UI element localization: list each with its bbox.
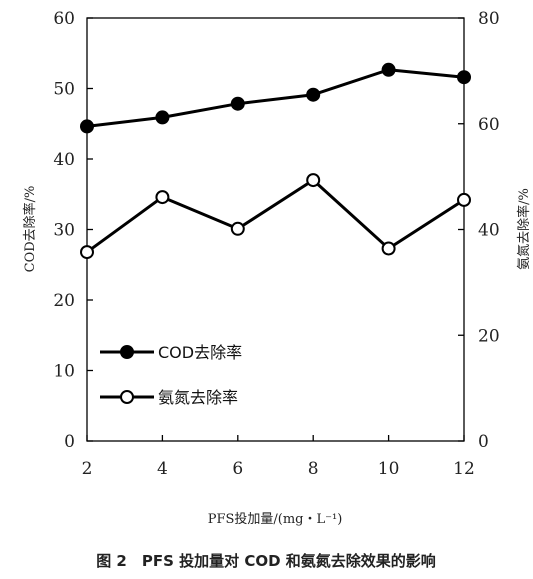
series-point-1	[306, 173, 321, 188]
series-point-0	[457, 70, 471, 85]
x-tick-label: 8	[308, 459, 319, 479]
legend-marker-ammonia	[120, 390, 134, 404]
x-tick-label: 2	[82, 459, 93, 479]
right-axis-ticks: 0 20 40 60 80	[458, 9, 500, 452]
series-point-1	[80, 245, 94, 260]
legend-marker-cod	[120, 345, 134, 359]
left-tick-label: 30	[53, 221, 75, 241]
y-axis-left-title: COD去除率/%	[22, 186, 38, 273]
left-tick-label: 0	[64, 432, 75, 452]
x-axis-title: PFS投加量/(mg・L⁻¹)	[208, 511, 343, 527]
series-point-1	[155, 190, 170, 205]
left-tick-label: 10	[53, 362, 75, 382]
series-layer	[80, 62, 471, 260]
series-point-1	[381, 241, 396, 256]
plot-frame	[86, 17, 465, 442]
y-axis-right-title: 氨氮去除率/%	[516, 188, 532, 270]
series-point-1	[457, 192, 471, 207]
x-tick-label: 12	[453, 459, 475, 479]
left-tick-label: 20	[53, 291, 75, 311]
legend-label-ammonia: 氨氮去除率	[158, 388, 238, 407]
series-point-0	[80, 119, 94, 134]
left-tick-label: 40	[53, 150, 75, 170]
figure-caption: 图 2 PFS 投加量对 COD 和氨氮去除效果的影响	[96, 552, 436, 570]
right-tick-label: 60	[478, 115, 500, 135]
right-tick-label: 0	[478, 432, 489, 452]
x-tick-label: 6	[232, 459, 243, 479]
left-axis-ticks: 0 10 20 30 40 50 60	[53, 9, 93, 452]
legend: COD去除率 氨氮去除率	[100, 343, 242, 407]
legend-label-cod: COD去除率	[158, 343, 242, 362]
series-line-1	[86, 178, 465, 254]
series-point-0	[230, 96, 245, 111]
series-point-0	[306, 87, 321, 102]
series-line-0	[86, 68, 465, 128]
series-point-1	[230, 221, 245, 236]
series-point-0	[381, 62, 396, 77]
x-tick-label: 10	[378, 459, 400, 479]
left-tick-label: 60	[53, 9, 75, 29]
right-tick-label: 80	[478, 9, 500, 29]
right-tick-label: 20	[478, 326, 500, 346]
x-axis-ticks: 2 4 6 8 10 12	[82, 435, 475, 479]
series-point-0	[155, 110, 170, 125]
right-tick-label: 40	[478, 221, 500, 241]
x-tick-label: 4	[157, 459, 168, 479]
left-tick-label: 50	[53, 80, 75, 100]
